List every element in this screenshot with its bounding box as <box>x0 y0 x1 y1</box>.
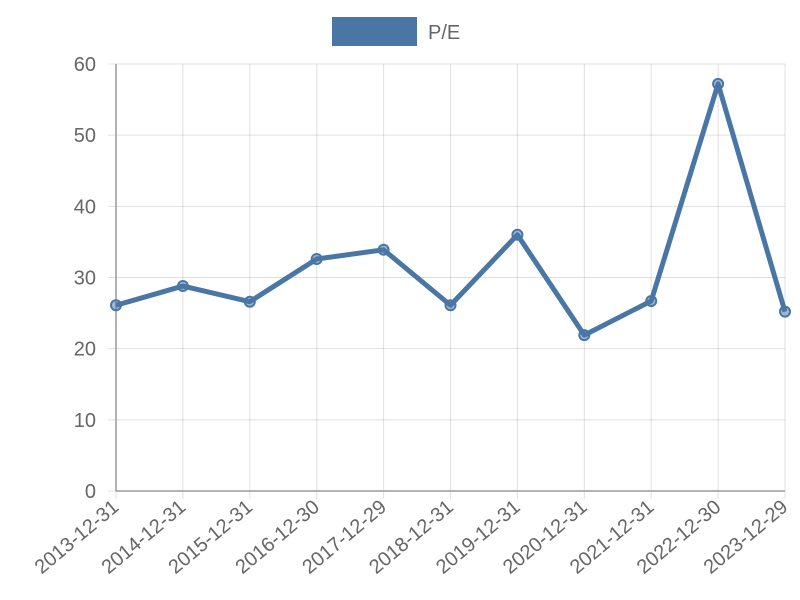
point <box>645 294 658 307</box>
y-tick-label: 10 <box>74 410 96 432</box>
point <box>511 228 524 241</box>
point <box>779 305 791 318</box>
y-tick-label: 30 <box>74 268 96 290</box>
point <box>712 77 725 90</box>
point <box>110 299 122 312</box>
point <box>444 299 457 312</box>
legend-swatch <box>332 17 417 46</box>
y-tick-label: 20 <box>74 339 96 361</box>
point <box>377 243 390 256</box>
point <box>176 280 189 293</box>
y-tick-label: 60 <box>74 54 96 76</box>
y-tick-label: 40 <box>74 196 96 218</box>
y-tick-label: 0 <box>85 481 96 503</box>
point <box>243 295 256 308</box>
point <box>310 252 323 265</box>
y-tick-label: 50 <box>74 125 96 147</box>
legend-label: P/E <box>428 22 460 44</box>
point <box>578 329 591 342</box>
